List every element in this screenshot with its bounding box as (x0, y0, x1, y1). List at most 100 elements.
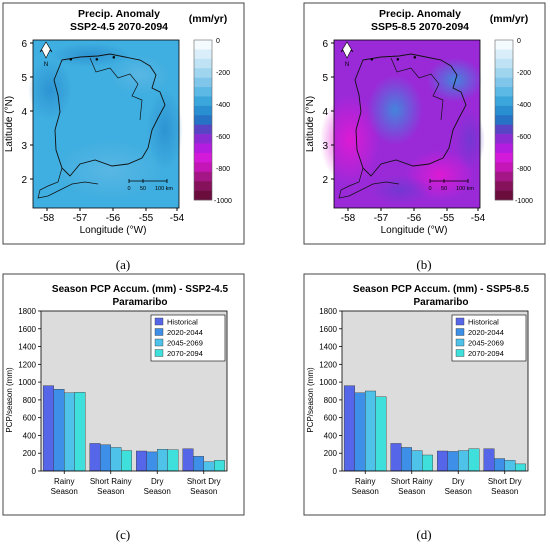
y-tick-label: 1600 (18, 325, 36, 334)
bar (365, 390, 376, 472)
svg-text:50: 50 (441, 186, 447, 192)
x-tick-label: -57 (73, 213, 88, 224)
colorbar-swatch (194, 96, 212, 107)
colorbar-tick-label: -800 (216, 166, 230, 173)
x-tick-label: -58 (341, 213, 356, 224)
country-border (354, 53, 467, 177)
north-label: N (44, 62, 48, 68)
colorbar-swatch (194, 87, 212, 97)
panel-label: (d) (416, 527, 431, 542)
colorbar-tick-label: -600 (216, 134, 230, 141)
anomaly-blob (370, 175, 430, 205)
colorbar-tick-label: -400 (517, 102, 531, 109)
legend-label: 2045-2069 (167, 339, 203, 348)
x-tick-label: Season (352, 487, 379, 496)
colorbar-swatch (495, 124, 513, 135)
bar (157, 449, 168, 472)
bar (411, 450, 423, 472)
x-tick-label: -56 (106, 213, 121, 224)
bar (458, 450, 469, 472)
x-tick-label: Rainy (355, 477, 375, 486)
colorbar-ticks: 0 -200 -400 -600 -800 -1000 (214, 38, 232, 205)
y-tick-label: 2 (322, 175, 328, 186)
colorbar-swatch (495, 58, 513, 69)
plot-area: 020040060080010001200140016001800RainySe… (18, 307, 228, 496)
legend-label: 2070-2094 (468, 349, 504, 358)
y-axis: 6 5 4 3 2 (322, 39, 334, 186)
colorbar-swatch (495, 105, 513, 116)
anomaly-blob (110, 55, 170, 95)
north-arrow: N (39, 41, 53, 68)
colorbar-border (193, 39, 213, 201)
border-lines (37, 167, 99, 199)
north-label: N (345, 62, 349, 68)
x-tick-label: Season (445, 487, 472, 496)
colorbar-swatch (495, 87, 513, 97)
map-panel-b: Precip. Anomaly SSP5-8.5 2070-2094 (mm/y… (303, 2, 546, 245)
x-axis: -58 -57 -56 -55 -54 (40, 208, 185, 224)
colorbar-unit: (mm/yr) (189, 13, 228, 25)
panel-label: (c) (116, 527, 130, 542)
bar (504, 460, 516, 472)
north-arrow: N (340, 41, 354, 68)
y-tick-label: 1800 (319, 307, 337, 316)
y-tick-label: 1000 (18, 378, 36, 387)
district-marker: ● (370, 57, 374, 63)
scale-bar: 0 50 100 km (127, 179, 173, 192)
colorbar-swatch (495, 190, 513, 201)
x-tick-label: Season (190, 487, 217, 496)
x-tick-label: -55 (139, 213, 154, 224)
border-lines (338, 167, 400, 199)
legend-label: 2045-2069 (468, 339, 504, 348)
anomaly-blob (50, 43, 130, 67)
colorbar-tick-label: -1000 (515, 198, 533, 205)
y-tick-label: 800 (23, 396, 37, 405)
colorbar (494, 39, 514, 201)
colorbar-tick-label: -1000 (214, 198, 232, 205)
x-axis: -58 -57 -56 -55 -54 (341, 208, 486, 224)
legend-label: 2070-2094 (167, 349, 203, 358)
colorbar-swatch (194, 190, 212, 201)
y-axis-label: PCP/season (mm) (306, 367, 315, 433)
anomaly-blob (367, 75, 423, 145)
colorbar-swatch (194, 181, 212, 191)
colorbar-tick-label: -200 (216, 70, 230, 77)
bar (401, 447, 412, 472)
plot-border (32, 39, 180, 209)
anomaly-blob (28, 60, 72, 120)
x-tick-label: -55 (440, 213, 455, 224)
legend-label: 2020-2044 (167, 328, 203, 337)
colorbar-swatch (194, 77, 212, 88)
bar (136, 450, 147, 472)
colorbar-swatch (495, 77, 513, 88)
y-tick-label: 5 (322, 73, 328, 84)
svg-text:50: 50 (140, 186, 146, 192)
bar-chart-c: Season PCP Accum. (mm) - SSP2-4.5 Parama… (2, 273, 245, 516)
bar (375, 396, 387, 472)
bar (214, 460, 225, 472)
anomaly-blob (55, 140, 165, 200)
y-axis: 6 5 4 3 2 (21, 39, 33, 186)
x-tick-label: Season (491, 487, 518, 496)
map-title: Precip. Anomaly (78, 8, 160, 20)
x-tick-label: Season (51, 487, 78, 496)
colorbar-swatch (495, 162, 513, 173)
y-tick-label: 0 (333, 467, 338, 476)
x-tick-label: -54 (471, 213, 486, 224)
district-marker: ● (396, 57, 400, 63)
x-tick-label: Season (398, 487, 425, 496)
district-marker: ● (69, 57, 73, 63)
bar (89, 443, 101, 472)
y-tick-label: 4 (21, 107, 27, 118)
colorbar-tick-label: -200 (517, 70, 531, 77)
x-tick-label: Short Dry (488, 477, 522, 486)
plot-border (341, 310, 529, 472)
bar (390, 443, 402, 472)
colorbar-swatch (194, 68, 212, 78)
anomaly-blob (455, 110, 485, 170)
y-axis-label: PCP/season (mm) (5, 367, 14, 433)
y-tick-label: 4 (322, 107, 328, 118)
y-tick-label: 1200 (319, 360, 337, 369)
colorbar-swatch (194, 40, 212, 50)
svg-text:100 km: 100 km (155, 186, 173, 192)
